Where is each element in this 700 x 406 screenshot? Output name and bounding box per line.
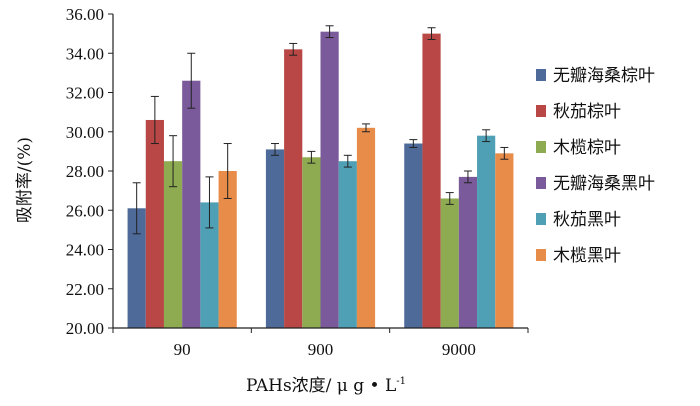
bar — [182, 80, 201, 328]
bar — [145, 119, 164, 328]
plot-area — [127, 25, 514, 328]
legend-label: 秋茄棕叶 — [553, 102, 621, 122]
x-axis-title: PAHs浓度/ μ g • L-1 — [246, 376, 406, 396]
bar — [218, 171, 237, 328]
legend-swatch — [536, 177, 546, 189]
bar — [356, 127, 376, 328]
y-tick-label: 32.00 — [66, 84, 104, 103]
x-axis: 90 900 9000 — [112, 327, 529, 359]
y-tick-label: 34.00 — [66, 44, 104, 63]
bar — [477, 135, 496, 328]
legend-label: 无瓣海桑棕叶 — [553, 66, 655, 86]
y-axis-title: 吸附率/(%) — [15, 137, 35, 223]
bar — [404, 143, 423, 328]
bar — [440, 198, 459, 328]
x-axis-title-superscript: -1 — [396, 376, 406, 387]
bar — [302, 157, 321, 328]
y-tick-label: 28.00 — [66, 162, 104, 181]
bar — [127, 208, 146, 328]
y-tick-label: 26.00 — [66, 201, 104, 220]
bar — [495, 153, 514, 328]
legend-label: 无瓣海桑黑叶 — [553, 174, 655, 194]
bar — [200, 202, 219, 328]
y-tick-label: 20.00 — [66, 319, 104, 338]
bar — [458, 176, 478, 328]
x-tick-label: 90 — [174, 340, 191, 359]
x-axis-title-main: PAHs浓度/ μ g • L — [246, 376, 396, 396]
legend-label: 木榄黑叶 — [553, 246, 621, 266]
y-tick-label: 36.00 — [66, 5, 104, 24]
x-tick-label: 9000 — [442, 340, 476, 359]
bar — [320, 31, 339, 328]
bar — [422, 33, 441, 328]
y-tick-label: 24.00 — [66, 241, 104, 260]
legend-swatch — [536, 213, 546, 225]
legend-swatch — [536, 105, 546, 117]
y-axis: 20.00 22.00 24.00 26.00 28.00 30.00 32.00 34.00… — [66, 5, 114, 338]
y-tick-label: 22.00 — [66, 280, 104, 299]
legend-swatch — [536, 249, 546, 261]
bar — [284, 49, 303, 328]
x-tick-label: 900 — [308, 340, 334, 359]
bar — [265, 149, 285, 328]
y-tick-label: 30.00 — [66, 123, 104, 142]
legend-swatch — [536, 69, 546, 81]
legend-swatch — [536, 141, 546, 153]
bar — [163, 161, 183, 328]
legend-label: 木榄棕叶 — [553, 138, 621, 158]
legend-label: 秋茄黑叶 — [553, 210, 621, 230]
bar — [338, 161, 357, 328]
